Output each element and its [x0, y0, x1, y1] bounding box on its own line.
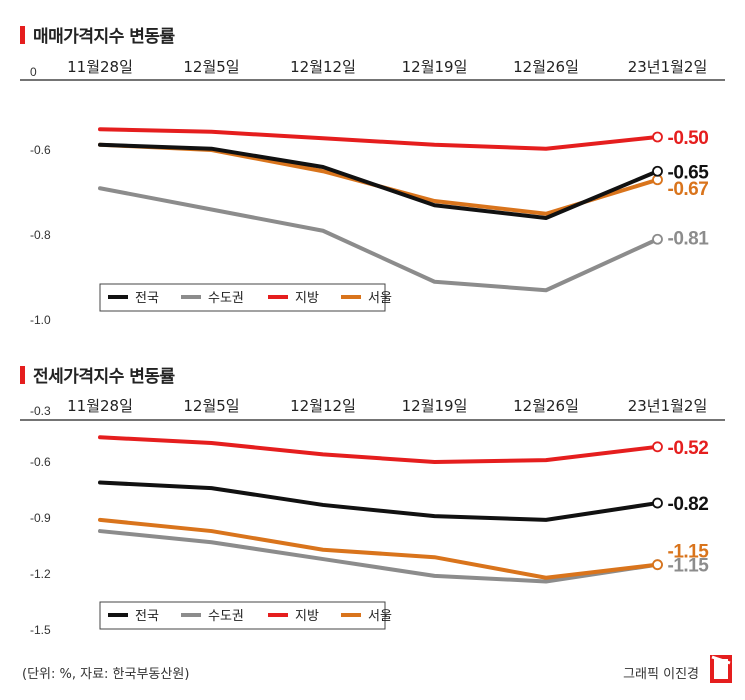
y-tick-label: -0.3 [30, 404, 51, 418]
graphic-credit: 그래픽 이진경 [623, 667, 699, 682]
x-tick-label: 12월12일 [290, 58, 356, 76]
end-point-marker [652, 497, 663, 509]
series-line-전국 [98, 480, 660, 522]
x-tick-label: 23년1월2일 [628, 58, 708, 76]
legend-label-서울: 서울 [368, 291, 392, 306]
end-point-marker [652, 233, 663, 245]
end-value-label-서울: -1.15 [668, 542, 710, 563]
x-tick-label: 12월12일 [290, 397, 356, 415]
end-value-label-전국: -0.82 [668, 494, 709, 515]
chart-2-title: 전세가격지수 변동률 [33, 367, 175, 387]
series-line-지방 [98, 127, 660, 151]
end-value-label-전국: -0.65 [668, 162, 710, 183]
series-line-서울 [98, 517, 660, 580]
chart-1-title-wrap: 매매가격지수 변동률 [20, 22, 175, 47]
legend-label-전국: 전국 [135, 609, 159, 624]
end-value-label-서울: -0.67 [668, 179, 709, 200]
chart-1-title: 매매가격지수 변동률 [33, 27, 175, 47]
chart-2-title-wrap: 전세가격지수 변동률 [20, 362, 175, 387]
end-value-label-지방: -0.50 [668, 128, 709, 149]
series-line-전국 [98, 142, 660, 220]
x-tick-label: 12월5일 [183, 58, 239, 76]
x-tick-label: 11월28일 [67, 58, 133, 76]
source-note: (단위: %, 자료: 한국부동산원) [22, 667, 190, 682]
y-tick-label: -0.6 [30, 143, 51, 157]
y-tick-label: -0.6 [30, 455, 51, 469]
x-tick-label: 12월5일 [183, 397, 239, 415]
end-point-marker [652, 559, 663, 571]
legend-label-전국: 전국 [135, 291, 159, 306]
legend-label-수도권: 수도권 [208, 609, 244, 624]
series-line-지방 [98, 435, 660, 464]
x-tick-label: 12월19일 [402, 58, 468, 76]
legend-box [99, 601, 386, 630]
charts-canvas: 0 -0.6 -0.8 -1.0 11월28일 12월5일 12월12일 12월19일 12월2… [20, 58, 725, 637]
y-tick-label: -1.2 [30, 567, 51, 581]
title-accent-bar [20, 365, 25, 384]
end-value-label-수도권: -0.81 [668, 228, 710, 249]
title-accent-bar [20, 25, 25, 44]
x-tick-label: 12월26일 [513, 397, 579, 415]
end-value-label-지방: -0.52 [668, 438, 709, 459]
x-tick-label: 12월26일 [513, 58, 579, 76]
x-tick-label: 12월19일 [402, 397, 468, 415]
end-point-marker [652, 165, 663, 177]
y-tick-label: -0.9 [30, 511, 51, 525]
legend-box [99, 283, 386, 312]
end-point-marker [652, 441, 663, 453]
y-tick-label: -1.0 [30, 313, 51, 327]
series-line-수도권 [98, 186, 660, 293]
x-tick-label: 11월28일 [67, 397, 133, 415]
y-tick-label: -0.8 [30, 228, 51, 242]
y-tick-label: -1.5 [30, 623, 51, 637]
y-tick-label: 0 [30, 65, 37, 79]
series-line-수도권 [98, 529, 660, 584]
publisher-logo-icon [710, 655, 732, 683]
legend-label-수도권: 수도권 [208, 291, 244, 306]
x-tick-label: 23년1월2일 [628, 397, 708, 415]
end-value-label-수도권: -1.15 [668, 556, 710, 577]
legend-label-지방: 지방 [295, 609, 319, 624]
legend-label-지방: 지방 [295, 291, 319, 306]
end-point-marker [652, 131, 663, 143]
legend-label-서울: 서울 [368, 609, 392, 624]
